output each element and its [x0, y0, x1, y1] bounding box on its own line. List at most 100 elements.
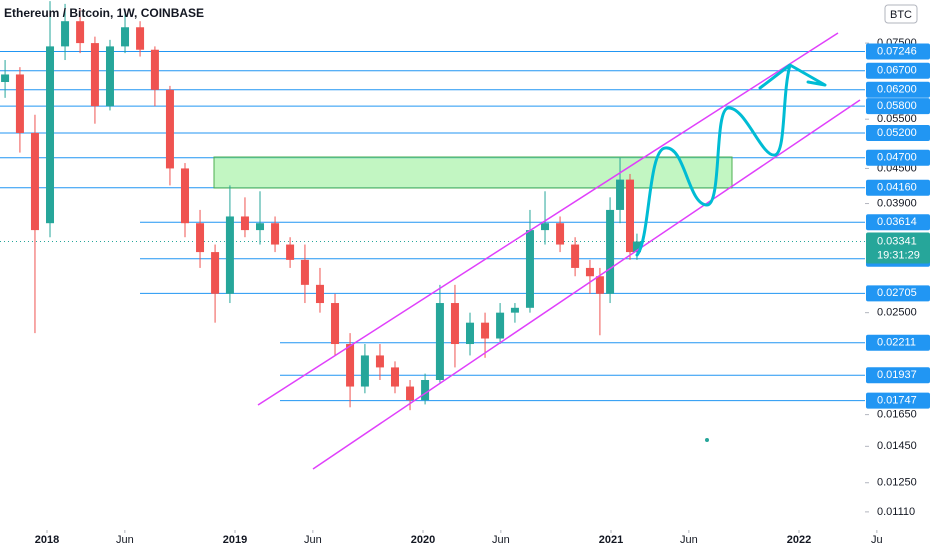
candle-body [240, 216, 249, 231]
candle-body [406, 386, 415, 401]
axes: 0.075000.055000.045000.039000.025000.016… [35, 37, 930, 546]
candle-body [286, 244, 295, 260]
forecast-drawing [635, 63, 827, 257]
level-label: 0.03614 [877, 216, 917, 228]
candle-body [466, 322, 475, 345]
candle-body [225, 216, 234, 294]
candle-body [435, 303, 444, 380]
x-tick-label: 2021 [599, 534, 623, 546]
level-label-box [866, 62, 930, 79]
level-label-box [866, 179, 930, 196]
candle-body [541, 223, 550, 231]
candle-body [496, 312, 505, 339]
level-label-box [866, 98, 930, 115]
y-tick-label: 0.01450 [877, 440, 917, 452]
candle-body [585, 267, 594, 277]
level-label: 0.04160 [877, 182, 917, 194]
level-label: 0.02705 [877, 287, 917, 299]
candle-body [46, 46, 55, 224]
level-label: 0.06700 [877, 65, 917, 77]
candle-body [346, 344, 355, 387]
x-tick-label: 2019 [223, 534, 247, 546]
y-tick-label: 0.03900 [877, 197, 917, 209]
level-label-box [866, 334, 930, 351]
time-axis [0, 530, 865, 550]
candle-body [616, 179, 625, 210]
x-tick-label: 2020 [411, 534, 435, 546]
candle-body [331, 303, 340, 345]
y-tick-label: 0.05500 [877, 113, 917, 125]
chart-title: Ethereum / Bitcoin, 1W, COINBASE [4, 6, 204, 20]
candle-body [606, 209, 615, 294]
candle-body [625, 179, 634, 253]
y-tick-label: 0.01250 [877, 477, 917, 489]
level-label: 0.02211 [877, 337, 916, 349]
level-label-box [866, 81, 930, 98]
y-tick-label: 0.01110 [877, 506, 915, 518]
candle-body [1, 74, 10, 83]
level-label-box [866, 43, 930, 60]
candle-body [571, 244, 580, 268]
candle-body [105, 46, 114, 107]
last-price-label: 0.03341 [877, 235, 917, 247]
candle-body [196, 223, 205, 253]
candle-body [121, 27, 130, 47]
candle-body [360, 355, 369, 387]
candle-body [315, 284, 324, 304]
y-tick-label: 0.02500 [877, 307, 917, 319]
candle-body [450, 303, 459, 345]
y-tick-label: 0.01650 [877, 409, 917, 421]
candle-body [271, 223, 280, 245]
candle-body [76, 21, 85, 44]
candle-body [556, 223, 565, 245]
level-label-box [866, 367, 930, 384]
candle-body [180, 168, 189, 224]
candle-body [375, 355, 384, 368]
level-label: 0.01747 [877, 395, 917, 407]
x-tick-label: Jun [680, 534, 698, 546]
candle-body [136, 27, 145, 50]
candle-body [256, 223, 265, 231]
level-label-box [866, 285, 930, 302]
last-price-box [866, 232, 930, 264]
x-tick-label: Jun [116, 534, 134, 546]
zone-box [213, 156, 733, 189]
candle-body [90, 43, 99, 107]
candle-body [525, 230, 534, 308]
candle-body [150, 49, 159, 90]
level-label-box [866, 124, 930, 141]
candles [1, 1, 641, 411]
channel-lower [312, 99, 861, 470]
level-label-box [866, 392, 930, 409]
countdown: 19:31:29 [877, 249, 920, 261]
candle-body [632, 241, 641, 253]
x-tick-label: Ju [871, 534, 883, 546]
candle-body [510, 307, 519, 313]
level-label: 0.01937 [877, 369, 917, 381]
x-tick-label: Jun [304, 534, 322, 546]
x-tick-label: 2022 [787, 534, 811, 546]
level-label: 0.05800 [877, 100, 917, 112]
candle-body [481, 322, 490, 339]
x-tick-label: Jun [492, 534, 510, 546]
level-label: 0.06200 [877, 84, 917, 96]
level-label: 0.07246 [877, 45, 917, 57]
x-tick-label: 2018 [35, 534, 59, 546]
candle-body [421, 379, 430, 401]
marker-dot [705, 438, 709, 442]
candle-body [300, 259, 309, 285]
candle-body [61, 21, 70, 47]
candle-body [30, 132, 39, 231]
currency-box[interactable] [884, 4, 918, 24]
level-label-box [866, 214, 930, 231]
candle-body [595, 276, 604, 294]
level-label: 0.04700 [877, 152, 917, 164]
candle-body [15, 74, 24, 133]
candle-body [211, 252, 220, 294]
candle-body [390, 367, 399, 387]
channel-upper [257, 32, 839, 406]
level-label: 0.05200 [877, 127, 917, 139]
